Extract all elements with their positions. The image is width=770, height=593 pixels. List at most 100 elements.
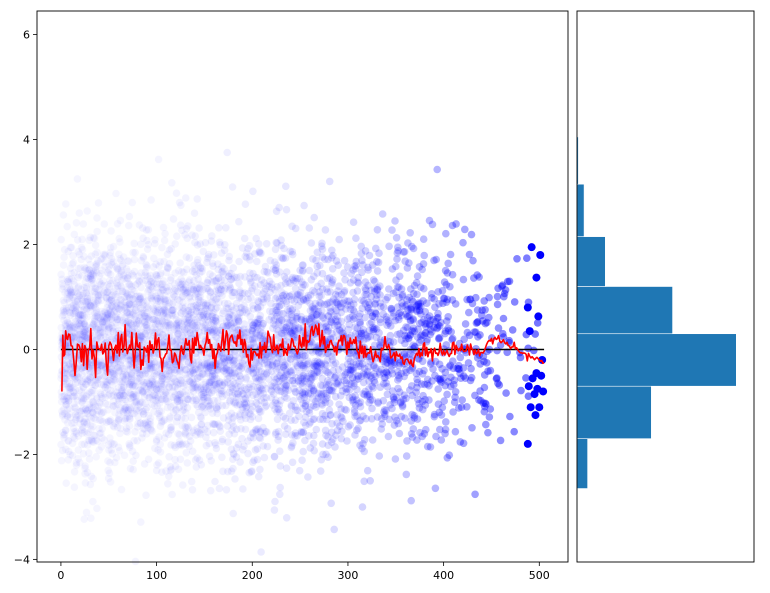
scatter-point bbox=[203, 258, 211, 267]
scatter-point bbox=[276, 447, 284, 456]
scatter-point bbox=[70, 483, 79, 492]
scatter-point bbox=[481, 319, 490, 328]
scatter-point bbox=[85, 449, 93, 457]
scatter-point bbox=[149, 307, 158, 315]
scatter-point bbox=[309, 439, 318, 448]
scatter-point bbox=[362, 414, 370, 423]
scatter-point bbox=[185, 310, 193, 319]
scatter-point bbox=[178, 379, 187, 387]
scatter-point bbox=[405, 293, 414, 302]
scatter-point bbox=[500, 289, 509, 298]
scatter-point bbox=[143, 262, 151, 270]
scatter-point bbox=[68, 288, 76, 296]
scatter-point bbox=[338, 427, 346, 436]
scatter-point bbox=[104, 466, 112, 475]
scatter-point bbox=[321, 226, 330, 234]
scatter-point bbox=[461, 374, 470, 383]
scatter-point bbox=[253, 455, 262, 464]
scatter-point bbox=[309, 255, 317, 263]
scatter-point bbox=[305, 266, 314, 275]
scatter-point bbox=[346, 366, 355, 375]
scatter-point bbox=[441, 266, 450, 275]
scatter-point bbox=[252, 234, 260, 243]
scatter-point bbox=[299, 266, 307, 275]
scatter-point bbox=[185, 319, 193, 327]
scatter-point bbox=[282, 182, 290, 191]
scatter-point bbox=[438, 403, 447, 412]
scatter-point bbox=[65, 383, 74, 391]
scatter-point bbox=[67, 269, 76, 278]
scatter-point bbox=[324, 441, 333, 450]
scatter-point bbox=[404, 334, 413, 342]
scatter-point bbox=[123, 409, 132, 417]
scatter-point bbox=[315, 288, 324, 296]
scatter-point bbox=[349, 276, 358, 284]
scatter-point bbox=[140, 460, 149, 468]
scatter-point bbox=[96, 407, 104, 416]
scatter-point bbox=[68, 439, 77, 448]
scatter-point bbox=[166, 320, 175, 329]
scatter-point bbox=[140, 410, 148, 418]
scatter-point bbox=[124, 320, 133, 329]
scatter-point bbox=[242, 408, 250, 416]
scatter-point bbox=[252, 359, 261, 367]
scatter-point bbox=[506, 412, 514, 421]
scatter-point bbox=[154, 409, 162, 418]
scatter-point bbox=[408, 410, 416, 419]
scatter-point bbox=[316, 298, 324, 307]
scatter-point bbox=[138, 224, 147, 232]
scatter-point bbox=[459, 238, 467, 247]
scatter-point bbox=[118, 389, 127, 398]
scatter-point bbox=[318, 269, 327, 278]
scatter-point bbox=[156, 258, 164, 266]
scatter-point bbox=[273, 302, 281, 311]
scatter-point bbox=[275, 268, 284, 276]
scatter-point bbox=[97, 409, 106, 418]
scatter-point bbox=[229, 264, 238, 272]
scatter-point bbox=[207, 388, 216, 397]
scatter-point bbox=[130, 436, 138, 445]
scatter-point bbox=[108, 318, 117, 327]
scatter-point bbox=[156, 271, 164, 280]
scatter-point bbox=[251, 335, 259, 344]
scatter-point bbox=[154, 446, 162, 454]
scatter-point bbox=[174, 430, 182, 438]
scatter-point bbox=[152, 437, 161, 446]
scatter-point bbox=[280, 422, 289, 430]
scatter-point bbox=[139, 254, 148, 262]
scatter-point bbox=[288, 376, 297, 385]
scatter-point bbox=[89, 497, 97, 506]
scatter-point bbox=[215, 274, 223, 282]
scatter-point bbox=[120, 417, 129, 425]
scatter-point bbox=[78, 245, 87, 254]
scatter-point bbox=[159, 286, 168, 295]
scatter-point bbox=[208, 375, 216, 383]
scatter-point bbox=[365, 304, 373, 313]
scatter-point bbox=[467, 230, 476, 239]
scatter-point bbox=[81, 325, 89, 334]
scatter-point bbox=[389, 338, 398, 346]
scatter-point bbox=[276, 483, 285, 492]
scatter-point bbox=[434, 321, 442, 329]
scatter-point bbox=[78, 235, 86, 244]
scatter-point bbox=[63, 277, 72, 286]
scatter-point bbox=[216, 289, 224, 298]
scatter-point bbox=[59, 211, 68, 219]
scatter-point bbox=[442, 418, 450, 426]
scatter-point bbox=[152, 466, 161, 475]
scatter-point bbox=[444, 259, 453, 268]
scatter-point bbox=[241, 425, 250, 434]
scatter-point bbox=[276, 490, 284, 499]
scatter-point bbox=[178, 325, 187, 334]
scatter-point bbox=[400, 391, 409, 400]
scatter-point bbox=[376, 282, 384, 291]
scatter-point bbox=[254, 387, 263, 395]
scatter-point bbox=[169, 215, 178, 223]
scatter-point bbox=[222, 486, 231, 494]
scatter-point bbox=[110, 440, 119, 448]
scatter-point bbox=[232, 304, 240, 312]
scatter-point bbox=[415, 355, 423, 363]
scatter-point bbox=[73, 175, 82, 183]
scatter-point bbox=[522, 374, 530, 382]
